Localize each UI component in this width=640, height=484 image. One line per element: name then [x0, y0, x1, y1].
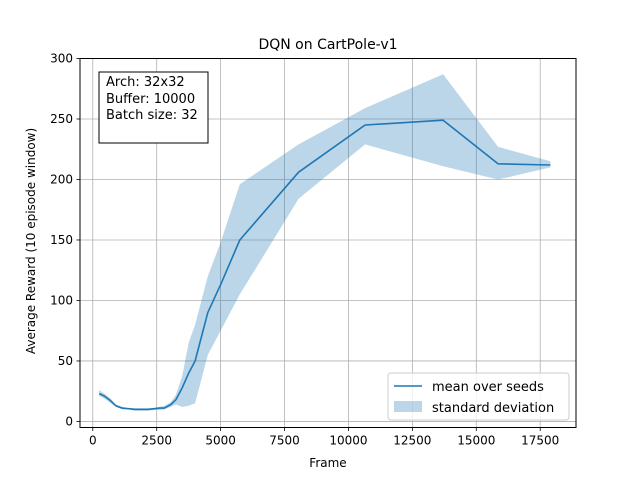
x-tick-label-10000: 10000 [329, 434, 367, 448]
x-tick-label-7500: 7500 [269, 434, 300, 448]
x-tick-label-2500: 2500 [141, 434, 172, 448]
y-tick-label-0: 0 [65, 414, 73, 428]
std-band-layer [99, 74, 551, 411]
mean-line-layer [98, 119, 551, 411]
y-tick-label-150: 150 [50, 233, 73, 247]
legend-frame [387, 372, 570, 421]
plot-frame [79, 58, 577, 428]
std-deviation-band [99, 74, 551, 411]
x-tick-label-0: 0 [89, 434, 97, 448]
legend-label-mean: mean over seeds [432, 380, 544, 395]
x-tick-label-12500: 12500 [393, 434, 431, 448]
y-tick-label-50: 50 [58, 354, 73, 368]
annotation-line-arch: Arch: 32x32 [106, 75, 185, 90]
x-tick-label-17500: 17500 [521, 434, 559, 448]
legend-label-std: standard deviation [432, 401, 554, 416]
annotation-line-buffer: Buffer: 10000 [106, 92, 195, 107]
annotation-box: Arch: 32x32 Buffer: 10000 Batch size: 32 [98, 71, 209, 144]
legend-swatch-std-band [394, 401, 422, 412]
x-tick-label-15000: 15000 [457, 434, 495, 448]
y-tick-label-300: 300 [50, 52, 73, 66]
annotation-frame [98, 71, 209, 144]
y-tick-label-250: 250 [50, 112, 73, 126]
y-tick-label-100: 100 [50, 293, 73, 307]
y-axis-label: Average Reward (10 episode window) [24, 128, 38, 354]
chart-title: DQN on CartPole-v1 [258, 37, 397, 53]
legend: mean over seeds standard deviation [387, 372, 570, 421]
y-tick-label-200: 200 [50, 172, 73, 186]
annotation-line-batch-size: Batch size: 32 [106, 108, 198, 123]
mean-over-seeds-line [98, 119, 551, 411]
x-tick-label-5000: 5000 [205, 434, 236, 448]
x-axis-label: Frame [309, 456, 346, 470]
axis-ticks: 0 2500 5000 7500 10000 12500 15000 17500 0 50 100 1… [50, 52, 559, 448]
